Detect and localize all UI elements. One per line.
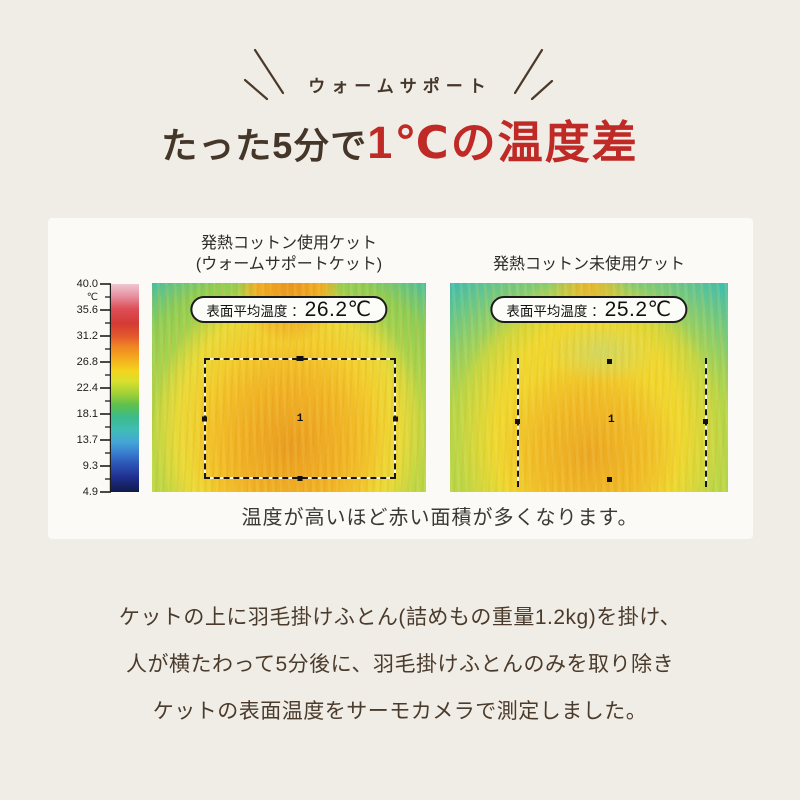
right-column-label-line1: 発熱コットン未使用ケット [492, 256, 685, 273]
thermal-image-without-heating-cotton: 表面平均温度 ： 25.2℃ 1 [450, 283, 728, 492]
measure-tick [607, 477, 612, 482]
kicker-text: ウォームサポート [308, 77, 492, 96]
panel-caption: 温度が高いほど赤い面積が多くなります。 [241, 507, 639, 529]
scale-tick-label: 13.7 [76, 434, 98, 446]
left-measurement-region: 1 [202, 356, 398, 481]
left-badge-label: 表面平均温度 ： [206, 303, 305, 319]
measure-tick [297, 476, 303, 481]
title-normal: たった5分で [161, 125, 368, 166]
measure-tick [607, 359, 612, 364]
left-column-label-line1: 発熱コットン使用ケット [200, 235, 377, 252]
thermal-image-with-heating-cotton: 表面平均温度 ： 26.2℃ 1 [152, 283, 426, 492]
scale-tick-label: 40.0 [76, 278, 98, 290]
right-average-temp-badge: 表面平均温度 ： 25.2℃ [490, 296, 688, 323]
right-region-number: 1 [608, 414, 615, 426]
right-badge-label: 表面平均温度 ： [506, 303, 605, 319]
method-description: ケットの上に羽毛掛けふとん(詰めもの重量1.2kg)を掛け、 人が横たわって5分後… [0, 594, 800, 735]
method-description-line: ケットの上に羽毛掛けふとん(詰めもの重量1.2kg)を掛け、 [118, 606, 682, 629]
scale-tick-marks [100, 283, 111, 493]
right-badge-value: 25.2℃ [604, 298, 672, 321]
temperature-colorbar [111, 284, 139, 492]
scale-unit-label: ℃ [86, 292, 98, 303]
scale-tick-label: 18.1 [76, 408, 98, 420]
scale-tick-label: 26.8 [76, 356, 98, 368]
scale-tick-label: 9.3 [82, 460, 98, 472]
right-column-label: 発熱コットン未使用ケット [450, 255, 728, 276]
scale-tick-label: 31.2 [76, 330, 98, 342]
measure-tick [515, 419, 520, 424]
measure-tick [202, 416, 207, 421]
method-description-line: ケットの表面温度をサーモカメラで測定しました。 [152, 700, 648, 723]
measure-tick [703, 419, 708, 424]
left-column-label: 発熱コットン使用ケット (ウォームサポートケット) [152, 234, 426, 276]
scale-tick-label: 4.9 [82, 486, 98, 498]
emphasis-lines-icon [243, 48, 554, 101]
measure-tick [393, 416, 398, 421]
left-average-temp-badge: 表面平均温度 ： 26.2℃ [190, 296, 388, 323]
temperature-scale-labels: 40.0 35.6 31.2 26.8 22.4 18.1 13.7 9.3 4.9 [58, 276, 98, 500]
left-badge-value: 26.2℃ [304, 298, 372, 321]
thermal-comparison-panel: 発熱コットン使用ケット (ウォームサポートケット) 発熱コットン未使用ケット 4… [48, 218, 753, 539]
left-column-label-line2: (ウォームサポートケット) [195, 255, 383, 273]
page-title: たった5分で 1℃の温度差 [0, 106, 800, 171]
measure-tick [296, 356, 304, 361]
left-region-number: 1 [296, 412, 304, 425]
method-description-line: 人が横たわって5分後に、羽毛掛けふとんのみを取り除き [126, 653, 674, 676]
title-accent: 1℃の温度差 [367, 117, 639, 168]
scale-tick-label: 22.4 [76, 382, 98, 394]
scale-tick-label: 35.6 [76, 304, 98, 316]
